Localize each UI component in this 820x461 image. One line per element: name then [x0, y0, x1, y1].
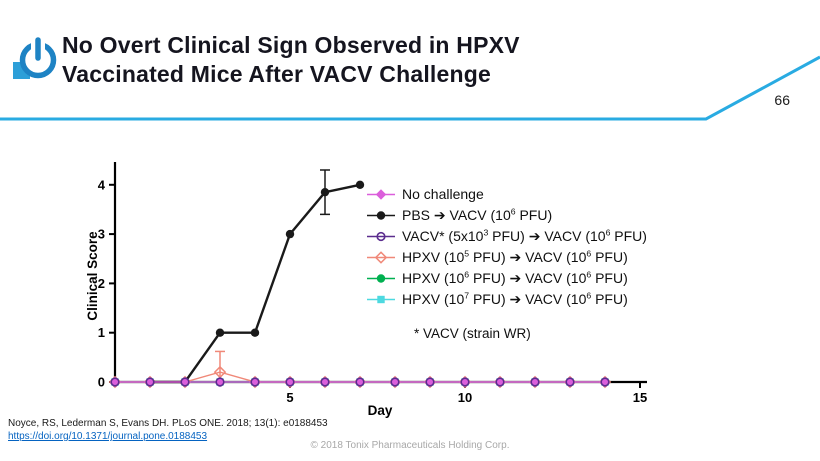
- page-number: 66: [774, 92, 790, 108]
- legend-label: HPXV (107 PFU) ➔ VACV (106 PFU): [402, 289, 628, 307]
- series-pbs-vacv: [145, 169, 365, 387]
- legend-marker-icon: [367, 273, 395, 283]
- legend-item-no-challenge: No challenge: [366, 184, 647, 204]
- legend-marker-icon: [367, 250, 395, 264]
- legend-label: No challenge: [402, 186, 484, 202]
- legend-label: HPXV (105 PFU) ➔ VACV (106 PFU): [402, 247, 628, 265]
- legend-item-vacv-vacv: VACV* (5x103 PFU) ➔ VACV (106 PFU): [366, 226, 647, 246]
- clinical-score-chart: 0 1 2 3 4 5 10 15 Clinical Score Day: [85, 150, 665, 425]
- legend-marker-icon: [367, 188, 395, 200]
- slide-title-line2: Vaccinated Mice After VACV Challenge: [62, 61, 491, 88]
- legend-item-pbs-vacv: PBS ➔ VACV (106 PFU): [366, 205, 647, 225]
- legend-marker-icon: [367, 295, 395, 303]
- strain-footnote: * VACV (strain WR): [414, 326, 531, 341]
- legend-marker-icon: [367, 210, 395, 220]
- y-tick-label: 1: [98, 325, 105, 340]
- legend-item-hpxv-1e6: HPXV (106 PFU) ➔ VACV (106 PFU): [366, 268, 647, 288]
- y-axis-label: Clinical Score: [85, 231, 100, 321]
- slide-title: No Overt Clinical Sign Observed in HPXV …: [62, 31, 520, 89]
- y-tick-label: 3: [98, 227, 105, 242]
- legend-label: VACV* (5x103 PFU) ➔ VACV (106 PFU): [402, 226, 647, 244]
- legend-item-hpxv-1e5: HPXV (105 PFU) ➔ VACV (106 PFU): [366, 247, 647, 267]
- citation-text: Noyce, RS, Lederman S, Evans DH. PLoS ON…: [8, 418, 328, 429]
- x-tick-label: 15: [633, 390, 647, 405]
- x-tick-label: 10: [458, 390, 472, 405]
- legend-label: HPXV (106 PFU) ➔ VACV (106 PFU): [402, 268, 628, 286]
- y-tick-label: 0: [98, 375, 105, 390]
- legend-label: PBS ➔ VACV (106 PFU): [402, 205, 553, 223]
- doi-link[interactable]: https://doi.org/10.1371/journal.pone.018…: [8, 431, 208, 442]
- copyright-text: © 2018 Tonix Pharmaceuticals Holding Cor…: [310, 440, 510, 451]
- tonix-logo-icon: [12, 27, 58, 86]
- chart-legend: No challenge PBS ➔ VACV (106 PFU) VACV* (5…: [366, 184, 647, 309]
- x-axis-label: Day: [368, 403, 393, 418]
- chart-canvas: 0 1 2 3 4 5 10 15 Clinical Score Day: [85, 162, 647, 418]
- slide-title-line1: No Overt Clinical Sign Observed in HPXV: [62, 32, 520, 58]
- series-vacv-vacv: [110, 377, 610, 387]
- y-tick-label: 4: [98, 177, 106, 192]
- legend-item-hpxv-1e7: HPXV (107 PFU) ➔ VACV (106 PFU): [366, 289, 647, 309]
- y-tick-label: 2: [98, 276, 105, 291]
- x-tick-label: 5: [286, 390, 293, 405]
- legend-marker-icon: [367, 231, 395, 241]
